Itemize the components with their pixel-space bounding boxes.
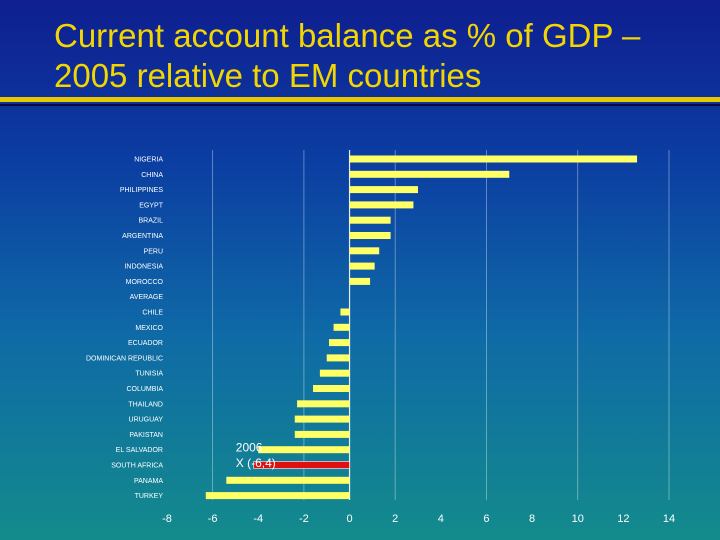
category-label: CHILE — [142, 310, 163, 317]
x-axis-ticks: -8 -6 -4 -2 0 2 4 6 8 10 12 14 — [162, 513, 675, 525]
category-label: MOROCCO — [126, 279, 164, 286]
category-label: PERU — [144, 248, 163, 255]
category-label: CHINA — [141, 172, 163, 179]
category-label: ECUADOR — [128, 340, 163, 347]
annotation-label: 2006 — [236, 441, 263, 455]
bar — [297, 400, 350, 408]
annotation-label: X (-6,4) — [236, 456, 276, 470]
category-label: BRAZIL — [138, 218, 163, 225]
bar — [333, 323, 350, 331]
bar — [313, 385, 350, 392]
category-label: DOMINICAN REPUBLIC — [86, 355, 163, 362]
x-tick-label: 10 — [572, 513, 584, 525]
bar — [326, 354, 350, 362]
bar — [349, 155, 638, 163]
bar — [349, 262, 375, 270]
category-label: NIGERIA — [134, 157, 163, 164]
title-line-2: 2005 relative to EM countries — [54, 57, 482, 94]
x-tick-label: 6 — [483, 513, 489, 525]
bar — [294, 415, 350, 423]
bar — [258, 446, 350, 454]
bar-highlighted — [253, 461, 350, 469]
title-line-1: Current account balance as % of GDP – — [54, 17, 641, 54]
slide-title: Current account balance as % of GDP – 20… — [54, 16, 704, 96]
x-tick-label: -4 — [253, 513, 263, 525]
x-tick-label: 14 — [663, 513, 675, 525]
category-label: EL SALVADOR — [116, 447, 163, 454]
category-label: TURKEY — [135, 493, 164, 500]
category-label: EGYPT — [139, 202, 163, 209]
bar — [319, 369, 350, 377]
x-tick-label: 12 — [617, 513, 629, 525]
x-tick-label: -6 — [208, 513, 218, 525]
category-label: COLUMBIA — [126, 386, 163, 393]
category-label: MEXICO — [135, 325, 163, 332]
title-underline — [0, 96, 720, 110]
category-label: PAKISTAN — [129, 432, 163, 439]
bar — [349, 170, 510, 178]
bar — [349, 247, 380, 255]
bar — [349, 201, 414, 209]
bar — [340, 308, 350, 316]
x-tick-label: -2 — [299, 513, 309, 525]
category-labels: NIGERIA CHINA PHILIPPINES EGYPT BRAZIL ARGENT… — [86, 157, 164, 501]
x-tick-label: 0 — [346, 513, 352, 525]
category-label: PHILIPPINES — [120, 187, 164, 194]
category-label: PANAMA — [134, 478, 163, 485]
category-label: INDONESIA — [124, 264, 163, 271]
bar — [349, 216, 391, 224]
bar — [226, 476, 350, 484]
bar — [349, 232, 391, 239]
bar — [349, 186, 418, 194]
category-label: URUGUAY — [129, 417, 164, 424]
bar — [294, 430, 350, 438]
bar — [329, 339, 350, 347]
bar — [205, 492, 350, 500]
bars — [205, 155, 638, 500]
x-tick-label: -8 — [162, 513, 172, 525]
category-label: ARGENTINA — [122, 233, 163, 240]
x-tick-label: 8 — [529, 513, 535, 525]
x-tick-label: 2 — [392, 513, 398, 525]
category-label: TUNISIA — [135, 371, 163, 378]
bar — [349, 277, 371, 285]
x-tick-label: 4 — [438, 513, 444, 525]
category-label: SOUTH AFRICA — [111, 463, 163, 470]
category-label: AVERAGE — [130, 294, 164, 301]
category-label: THAILAND — [128, 401, 163, 408]
